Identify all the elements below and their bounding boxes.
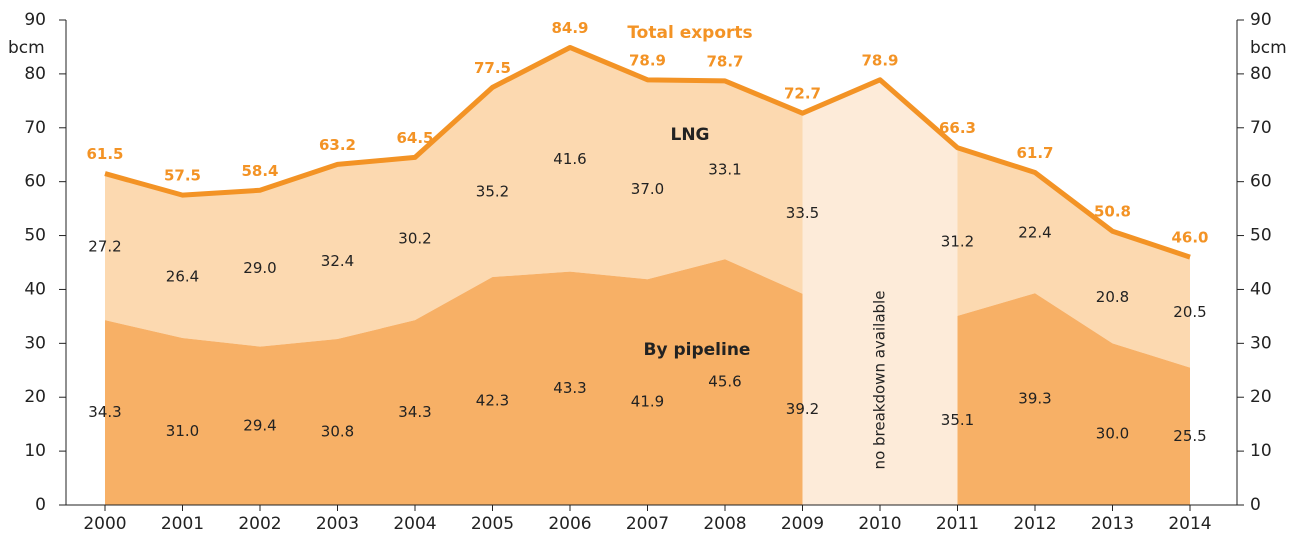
x-tick-label: 2011	[936, 514, 979, 533]
x-tick-label: 2008	[703, 514, 746, 533]
total-label: 57.5	[164, 167, 201, 185]
series-name: LNG	[670, 125, 709, 145]
gap-area	[802, 79, 958, 506]
total-label: 78.7	[706, 52, 743, 70]
pipeline-label: 39.2	[786, 400, 819, 418]
y-tick-label: 90	[24, 10, 46, 30]
lng-label: 30.2	[398, 229, 431, 247]
lng-label: 32.4	[321, 252, 354, 270]
total-label: 61.7	[1016, 144, 1053, 162]
series-name: Total exports	[627, 23, 752, 43]
y-tick-label: 30	[24, 333, 46, 353]
pipeline-label: 34.3	[398, 403, 431, 421]
lng-label: 22.4	[1018, 223, 1051, 241]
pipeline-area	[105, 259, 803, 505]
y-tick-label: 40	[24, 279, 46, 299]
y2-tick-label: 40	[1250, 279, 1272, 299]
x-tick-label: 2003	[316, 514, 359, 533]
y2-tick-label: 60	[1250, 172, 1272, 192]
total-label: 63.2	[319, 136, 356, 154]
lng-label: 27.2	[88, 237, 121, 255]
lng-label: 37.0	[631, 180, 664, 198]
x-tick-label: 2000	[83, 514, 126, 533]
x-tick-label: 2014	[1168, 514, 1211, 533]
pipeline-label: 43.3	[553, 379, 586, 397]
x-tick-label: 2009	[781, 514, 824, 533]
y2-tick-label: 90	[1250, 10, 1272, 30]
total-label: 64.5	[396, 129, 433, 147]
x-tick-label: 2005	[471, 514, 514, 533]
y-tick-label: 0	[35, 495, 46, 515]
x-tick-label: 2001	[161, 514, 204, 533]
total-label: 77.5	[474, 59, 511, 77]
lng-label: 20.8	[1096, 288, 1129, 306]
lng-area	[105, 47, 803, 347]
x-tick-label: 2010	[858, 514, 901, 533]
pipeline-label: 30.8	[321, 423, 354, 441]
total-label: 78.9	[629, 51, 666, 69]
total-label: 84.9	[551, 19, 588, 37]
pipeline-label: 42.3	[476, 392, 509, 410]
y-tick-label: 70	[24, 118, 46, 138]
x-tick-label: 2007	[626, 514, 669, 533]
x-tick-label: 2013	[1091, 514, 1134, 533]
total-label: 58.4	[241, 162, 278, 180]
x-tick-label: 2004	[393, 514, 436, 533]
lng-label: 35.2	[476, 183, 509, 201]
total-line	[104, 44, 1191, 260]
pipeline-label: 45.6	[708, 373, 741, 391]
y-tick-label: 80	[24, 64, 46, 84]
total-label: 61.5	[86, 145, 123, 163]
pipeline-area	[957, 293, 1190, 505]
pipeline-label: 31.0	[166, 422, 199, 440]
y2-axis-label: bcm	[1250, 38, 1287, 58]
lng-label: 20.5	[1173, 303, 1206, 321]
y2-tick-label: 70	[1250, 118, 1272, 138]
y-tick-label: 60	[24, 172, 46, 192]
y2-tick-label: 20	[1250, 387, 1272, 407]
x-tick-label: 2012	[1013, 514, 1056, 533]
total-label: 50.8	[1094, 203, 1131, 221]
annotation: no breakdown available	[871, 291, 889, 470]
total-label: 46.0	[1171, 229, 1208, 247]
y-tick-label: 20	[24, 387, 46, 407]
lng-label: 26.4	[166, 267, 199, 285]
total-label: 66.3	[939, 119, 976, 137]
y-axis-label: bcm	[8, 38, 45, 58]
y2-tick-label: 0	[1250, 495, 1261, 515]
lng-area	[957, 147, 1190, 368]
y2-tick-label: 80	[1250, 64, 1272, 84]
pipeline-label: 34.3	[88, 403, 121, 421]
x-tick-label: 2002	[238, 514, 281, 533]
total-label: 72.7	[784, 85, 821, 103]
y-tick-label: 10	[24, 441, 46, 461]
pipeline-label: 25.5	[1173, 427, 1206, 445]
pipeline-label: 30.0	[1096, 425, 1129, 443]
y2-tick-label: 10	[1250, 441, 1272, 461]
lng-label: 31.2	[941, 232, 974, 250]
y-tick-label: 50	[24, 226, 46, 246]
lng-label: 29.0	[243, 259, 276, 277]
pipeline-label: 35.1	[941, 411, 974, 429]
pipeline-label: 39.3	[1018, 390, 1051, 408]
series-name: By pipeline	[644, 340, 751, 360]
pipeline-label: 41.9	[631, 393, 664, 411]
y2-tick-label: 30	[1250, 333, 1272, 353]
total-label: 78.9	[861, 51, 898, 69]
lng-label: 33.1	[708, 161, 741, 179]
lng-label: 33.5	[786, 204, 819, 222]
y2-tick-label: 50	[1250, 226, 1272, 246]
lng-label: 41.6	[553, 150, 586, 168]
x-tick-label: 2006	[548, 514, 591, 533]
pipeline-label: 29.4	[243, 416, 276, 434]
